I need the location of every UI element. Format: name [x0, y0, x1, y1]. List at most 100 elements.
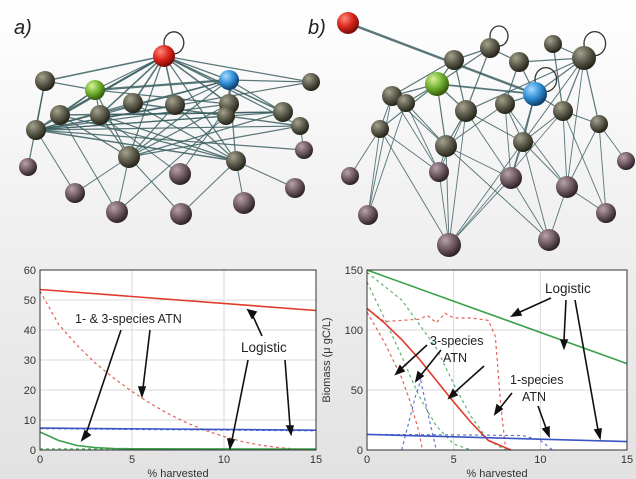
network-b-edge: [562, 110, 568, 188]
chart-a-series-line: [39, 428, 317, 432]
network-a-edge: [94, 78, 230, 92]
network-a-edge: [44, 55, 165, 82]
network-b-edge: [465, 57, 585, 112]
network-a-edge: [99, 79, 230, 116]
network-b-node-mauve: [437, 233, 461, 257]
network-a-edge: [35, 125, 301, 131]
chart-a-xtick-label: 15: [310, 454, 322, 466]
network-b-edge: [448, 141, 524, 246]
network-b-edge: [445, 145, 512, 179]
network-b-edge: [448, 177, 512, 246]
network-a-node-olive: [118, 146, 140, 168]
network-b-node-olive: [495, 94, 515, 114]
chart-b-series-line: [366, 433, 628, 443]
chart-a-annotation-logistic: Logistic: [241, 340, 287, 355]
chart-a-annotation-atn: 1- & 3-species ATN: [75, 312, 182, 326]
network-a-node-green: [85, 80, 105, 100]
network-a-edge: [180, 160, 237, 215]
chart-b-series-line: [366, 271, 506, 451]
network-a-node-olive: [291, 117, 309, 135]
network-b-node-olive: [435, 135, 457, 157]
network-b-edge: [566, 123, 600, 188]
network-b-node-red: [337, 12, 359, 34]
chart-a-ytick-label: 30: [24, 355, 36, 367]
chart-a-series-line: [39, 290, 317, 451]
network-b-node-olive: [455, 100, 477, 122]
chart-b-ytick-label: 50: [351, 385, 363, 397]
network-a-node-mauve: [19, 158, 37, 176]
chart-a-ytick-label: 60: [24, 265, 36, 277]
chart-b-ytick-label: 100: [345, 325, 363, 337]
network-b-node-olive: [444, 50, 464, 70]
network-b-edge: [438, 171, 450, 246]
network-b-node-olive: [382, 86, 402, 106]
network-a-edge: [132, 102, 237, 162]
network-a-node-mauve: [169, 163, 191, 185]
network-a-edge: [228, 79, 284, 113]
network-b-edge: [367, 95, 393, 216]
chart-b-annotation-3species-atn: ATN: [443, 351, 467, 365]
network-b-edge: [367, 128, 381, 216]
network-a-edge: [35, 115, 227, 131]
network-a-node-olive: [226, 151, 246, 171]
network-a-node-olive: [123, 93, 143, 113]
network-b-node-mauve: [556, 176, 578, 198]
network-a-node-mauve: [285, 178, 305, 198]
network-b-node-olive: [513, 132, 533, 152]
network-b-node-olive: [509, 52, 529, 72]
network-b-edge: [522, 141, 550, 241]
network-a-node-mauve: [106, 201, 128, 223]
network-b-edge: [405, 102, 440, 173]
chart-b-xtick-label: 10: [534, 454, 546, 466]
chart-a-frame: [39, 269, 317, 451]
network-a-edge: [228, 79, 312, 83]
network-a-edge: [174, 104, 237, 162]
network-a-edge: [99, 111, 284, 116]
shared-ylabel: Biomass (μ gC/L): [321, 317, 333, 402]
panel-letter-b: b): [308, 17, 326, 39]
network-b-node-olive: [480, 38, 500, 58]
chart-a: 0 5 10 15 0 10 20 30 40 50 60 % harvested 1- & 3-s…: [24, 265, 322, 479]
chart-b-xtick-label: 0: [364, 454, 370, 466]
network-a-edge: [59, 114, 118, 213]
chart-b-ytick-label: 150: [345, 265, 363, 277]
chart-a-arrows: [80, 308, 295, 451]
network-a-node-olive: [50, 105, 70, 125]
network-b-edge: [504, 103, 568, 188]
network-b-node-olive: [544, 35, 562, 53]
chart-b-series-line: [366, 307, 512, 451]
network-b-node-olive: [553, 101, 573, 121]
network-b-node-olive: [371, 120, 389, 138]
network-b-edge: [465, 47, 491, 112]
network-b-edge: [562, 110, 607, 214]
chart-a-ticks: 0 5 10 15 0 10 20 30 40 50 60: [24, 265, 322, 466]
network-a-node-mauve: [233, 192, 255, 214]
network-b-node-mauve: [429, 162, 449, 182]
chart-a-ytick-label: 40: [24, 325, 36, 337]
network-a-edge: [128, 79, 230, 158]
chart-b-frame: [366, 269, 628, 451]
network-a-edge: [128, 125, 301, 158]
network-a-edge: [35, 129, 76, 194]
network-a-node-olive: [35, 71, 55, 91]
network-b-edge: [598, 123, 607, 214]
network-a-edge: [163, 55, 230, 81]
chart-b-xtick-label: 5: [451, 454, 457, 466]
network-a-node-olive: [217, 107, 235, 125]
chart-a-ytick-label: 50: [24, 295, 36, 307]
chart-b-series-line: [366, 311, 424, 451]
chart-b-annotation-logistic: Logistic: [545, 281, 591, 296]
network-b-node-mauve: [617, 152, 635, 170]
network-b-edge: [465, 110, 512, 179]
network-b-edge: [566, 57, 585, 188]
chart-a-xtick-label: 5: [129, 454, 135, 466]
food-web-network-b: [337, 12, 635, 257]
network-a-edge: [235, 160, 296, 189]
network-b-edge: [347, 21, 536, 96]
network-b-node-blue: [523, 82, 547, 106]
chart-b-ytick-label: 0: [357, 445, 363, 457]
network-b-edge: [436, 83, 536, 95]
network-a-edge: [163, 55, 230, 105]
